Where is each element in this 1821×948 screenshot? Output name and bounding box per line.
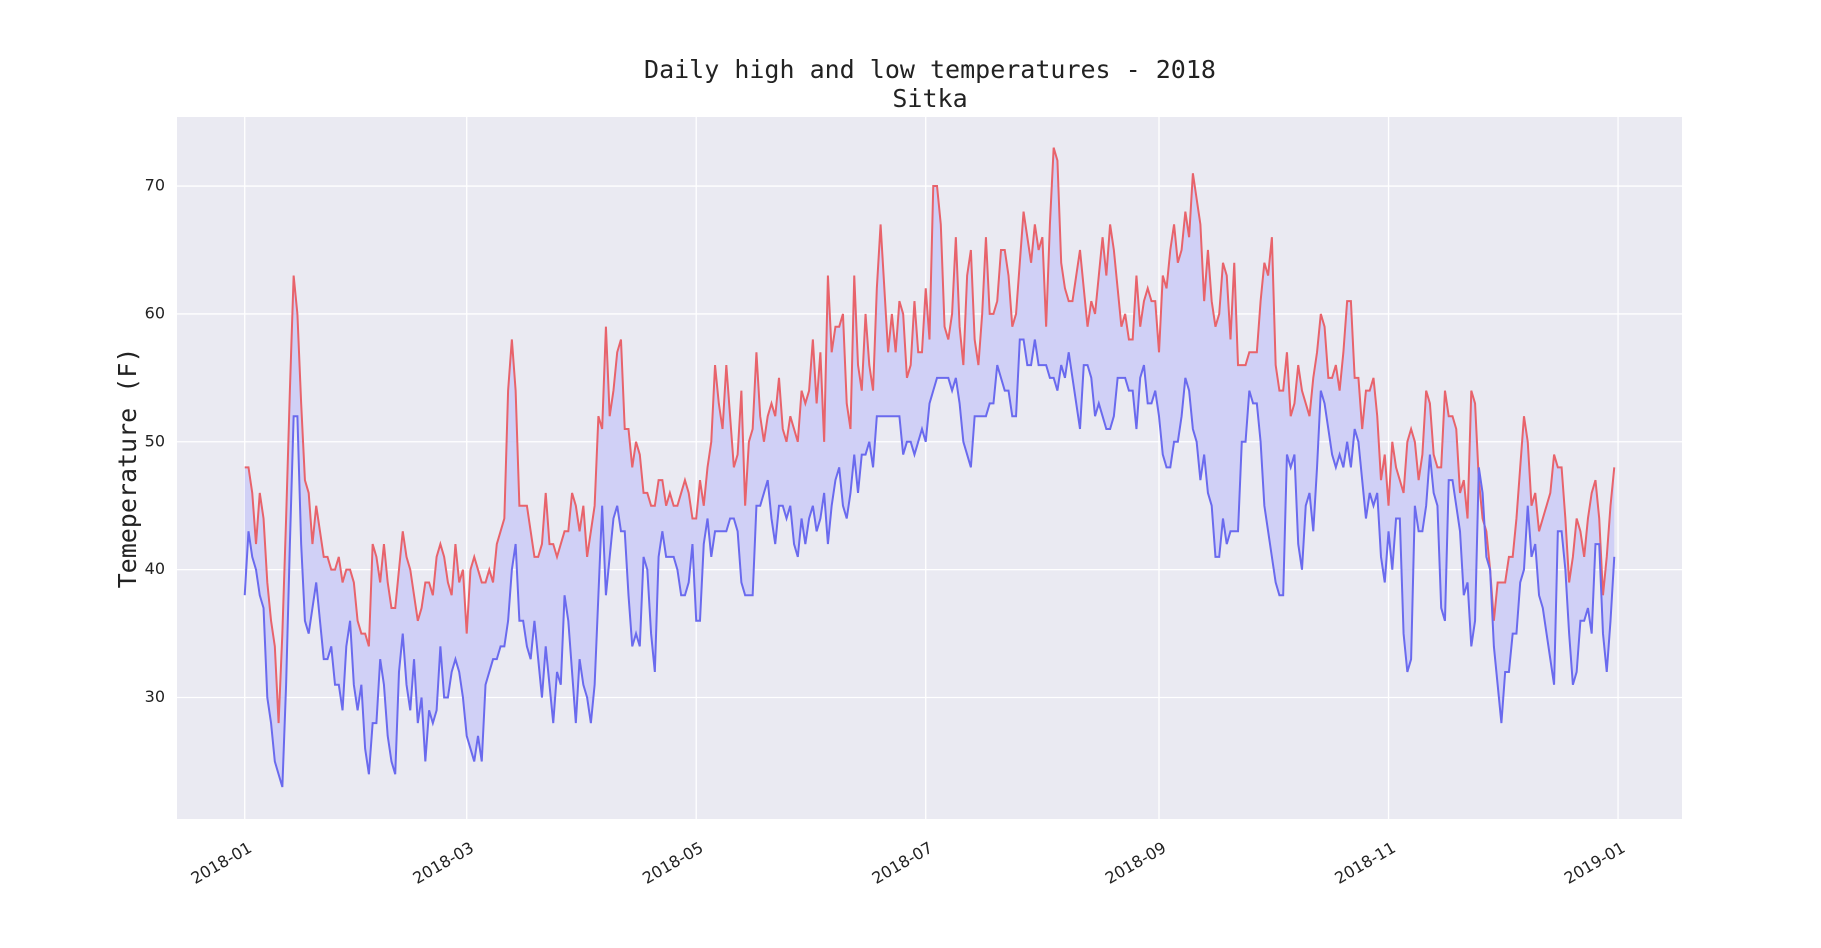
x-tick-label: 2018-11 <box>1331 838 1398 888</box>
y-tick-label: 50 <box>145 431 165 450</box>
x-tick-label: 2019-01 <box>1561 838 1628 888</box>
x-tick-label: 2018-07 <box>869 838 936 888</box>
x-tick-label: 2018-09 <box>1102 838 1169 888</box>
x-tick-label: 2018-03 <box>410 838 477 888</box>
series-line <box>243 338 1616 788</box>
y-axis-label: Temeperature (F) <box>113 348 142 589</box>
y-tick-label: 60 <box>145 303 165 322</box>
y-tick-label: 40 <box>145 559 165 578</box>
y-tick-label: 30 <box>145 687 165 706</box>
chart-subtitle: Sitka <box>892 84 967 113</box>
x-tick-label: 2018-05 <box>639 838 706 888</box>
x-tick-label: 2018-01 <box>188 838 255 888</box>
series-line <box>244 147 1616 724</box>
chart-title: Daily high and low temperatures - 2018 <box>644 55 1216 84</box>
y-tick-label: 70 <box>145 176 165 195</box>
fill-between <box>244 147 1615 788</box>
